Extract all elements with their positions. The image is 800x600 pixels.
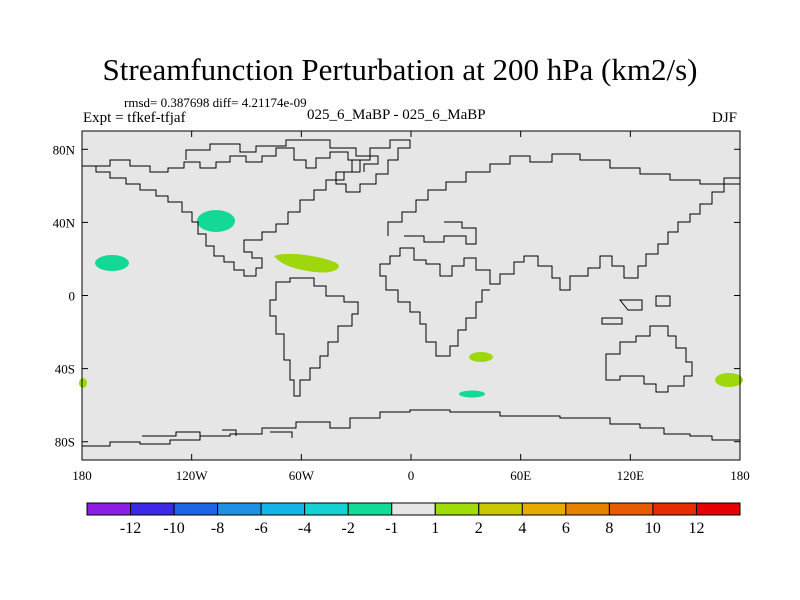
- colorbar-label: -6: [254, 520, 267, 537]
- colorbar-label: -2: [342, 520, 355, 537]
- anomaly-caribbean-atlantic: [274, 253, 339, 273]
- map-title: Streamfunction Perturbation at 200 hPa (…: [102, 52, 698, 87]
- colorbar-box: [347, 502, 393, 516]
- colorbar: -12 -10 -8 -6 -4 -2 -1 1 2 4 6 8 10 12: [86, 502, 741, 537]
- colorbar-label: 2: [475, 520, 483, 537]
- anomaly-north-pacific-west: [95, 255, 129, 271]
- colorbar-box: [565, 502, 610, 516]
- season-label: DJF: [712, 110, 738, 126]
- coast-antarctic-peninsula: [142, 429, 293, 438]
- anomaly-layer: [79, 210, 743, 398]
- x-tick-label: 120E: [617, 468, 645, 483]
- colorbar-box: [391, 502, 436, 516]
- colorbar-label: 1: [431, 520, 439, 537]
- colorbar-box: [173, 502, 219, 516]
- x-tick-label: 180: [730, 468, 750, 483]
- coast-south-america: [269, 277, 359, 397]
- colorbar-label: 12: [688, 520, 704, 537]
- colorbar-box: [695, 502, 741, 516]
- anomaly-south-indian: [469, 352, 493, 362]
- stats-label: rmsd= 0.387698 diff= 4.21174e-09: [124, 95, 307, 110]
- colorbar-label: 4: [518, 520, 526, 537]
- x-tick-label: 0: [408, 468, 415, 483]
- coast-arctic-islands: [185, 139, 379, 172]
- y-tick-label: 40N: [53, 215, 76, 230]
- x-tick-label: 60W: [289, 468, 315, 483]
- colorbar-box: [304, 502, 349, 516]
- colorbar-box: [608, 502, 654, 516]
- map-background: [82, 131, 740, 460]
- x-tick-label: 180: [72, 468, 92, 483]
- colorbar-box: [434, 502, 480, 516]
- anomaly-south-ocean: [459, 390, 485, 398]
- colorbar-label: -12: [120, 520, 141, 537]
- colorbar-box: [130, 502, 175, 516]
- coast-eurasia-africa: [379, 153, 740, 357]
- y-tick-label: 40S: [55, 362, 75, 377]
- colorbar-label: -8: [211, 520, 224, 537]
- y-tick-label: 80S: [55, 435, 75, 450]
- colorbar-label: 8: [605, 520, 613, 537]
- anomaly-south-pacific-east: [715, 373, 743, 387]
- colorbar-box: [260, 502, 306, 516]
- coast-mediterranean: [404, 221, 477, 245]
- coast-asian-islands: [601, 295, 671, 325]
- x-tick-label: 60E: [510, 468, 531, 483]
- colorbar-label: 10: [645, 520, 661, 537]
- colorbar-box: [86, 502, 132, 516]
- colorbar-box: [478, 502, 523, 516]
- experiment-label: Expt = tfkef-tfjaf: [83, 110, 186, 126]
- axis-ticks: 180 120W 60W 0 60E 120E 180 80N 40N 0 40S 80S: [53, 131, 750, 483]
- colorbar-box: [521, 502, 567, 516]
- colorbar-label: -1: [385, 520, 398, 537]
- coast-north-america: [82, 147, 361, 277]
- case-label: 025_6_MaBP - 025_6_MaBP: [307, 107, 486, 123]
- colorbar-label: -10: [163, 520, 184, 537]
- colorbar-label: -4: [298, 520, 311, 537]
- y-tick-label: 0: [69, 289, 76, 304]
- coastlines: [82, 139, 740, 447]
- coast-antarctica: [82, 409, 740, 447]
- coast-australia: [605, 325, 693, 393]
- anomaly-dateline-edge: [79, 378, 87, 388]
- colorbar-box: [652, 502, 697, 516]
- x-tick-label: 120W: [176, 468, 209, 483]
- colorbar-box: [217, 502, 262, 516]
- colorbar-label: 6: [562, 520, 570, 537]
- anomaly-north-pacific-east: [197, 210, 235, 232]
- y-tick-label: 80N: [53, 142, 76, 157]
- coast-greenland: [335, 139, 411, 193]
